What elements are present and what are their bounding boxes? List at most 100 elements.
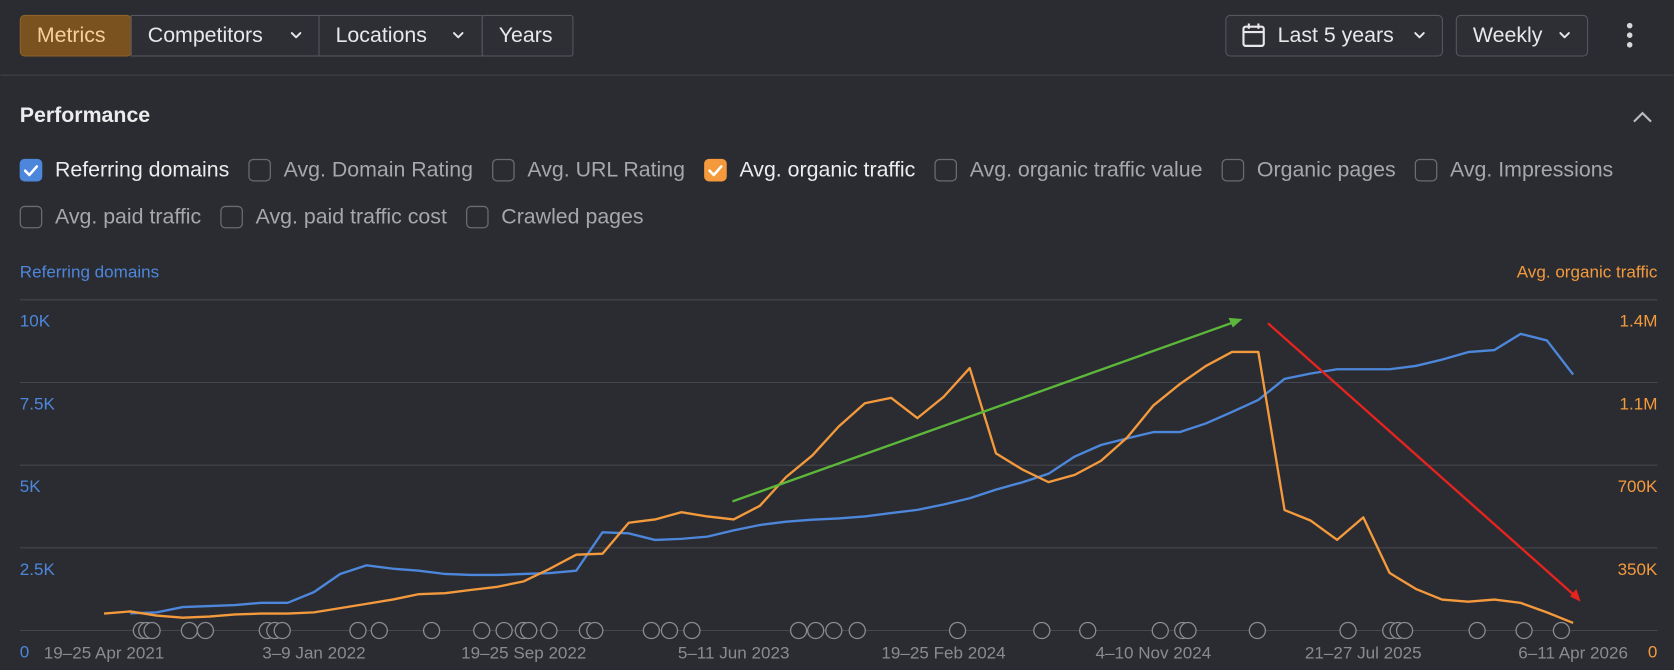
- metric-checkboxes: Referring domains Avg. Domain Rating Avg. …: [19, 157, 1613, 229]
- tab-locations[interactable]: [318, 14, 483, 57]
- metric-label: Referring domains: [55, 157, 229, 181]
- tab-label: Metrics: [37, 23, 106, 47]
- collapse-caret[interactable]: [1633, 111, 1652, 123]
- event-marker: [1339, 621, 1357, 640]
- event-marker: [586, 621, 604, 640]
- chart: Referring domains Avg. organic traffic 0 2.…: [20, 263, 1658, 663]
- date-range-button[interactable]: [1225, 14, 1443, 57]
- event-marker: [825, 621, 843, 640]
- toolbar: Metrics Competitors Locations Years Last…: [0, 14, 1674, 76]
- event-marker: [1395, 621, 1414, 640]
- x-tick-label: 19–25 Apr 2021: [44, 644, 164, 663]
- metric-label: Crawled pages: [501, 204, 643, 228]
- y-tick-label: 5K: [20, 477, 41, 496]
- x-tick-label: 6–11 Apr 2026: [1518, 644, 1628, 663]
- metric-label: Avg. organic traffic value: [970, 157, 1203, 181]
- arrow-head: [1228, 317, 1243, 328]
- event-marker: [1248, 621, 1266, 640]
- checkbox[interactable]: [220, 205, 243, 229]
- more-menu[interactable]: [1626, 22, 1633, 48]
- x-tick-label: 19–25 Feb 2024: [881, 644, 1005, 663]
- event-marker: [1468, 621, 1486, 640]
- event-marker: [1033, 621, 1051, 640]
- y2-tick-label: 350K: [1618, 560, 1658, 579]
- event-marker: [273, 621, 291, 640]
- tab-label: Locations: [336, 23, 427, 47]
- metric-label: Avg. Domain Rating: [284, 157, 473, 181]
- event-marker: [1179, 621, 1197, 640]
- tab-years[interactable]: [481, 14, 574, 57]
- y2-tick-label: 1.1M: [1619, 394, 1657, 413]
- y2-tick-label: 1.4M: [1619, 312, 1657, 331]
- event-marker: [495, 621, 513, 640]
- tab-label: Competitors: [148, 23, 263, 47]
- event-marker: [540, 621, 558, 640]
- series-line: [103, 350, 1574, 625]
- calendar-icon: [1242, 23, 1265, 47]
- x-tick-label: 19–25 Sep 2022: [461, 644, 586, 663]
- x-tick-label: 21–27 Jul 2025: [1305, 644, 1422, 663]
- metric-label: Avg. organic traffic: [739, 157, 915, 181]
- series-line: [130, 332, 1575, 615]
- chevron: [290, 32, 302, 39]
- interval-button[interactable]: [1455, 14, 1589, 57]
- tab-competitors[interactable]: [130, 14, 320, 57]
- checkmark: [23, 165, 39, 177]
- event-marker: [948, 621, 967, 640]
- event-marker: [848, 621, 866, 640]
- checkbox[interactable]: [19, 205, 43, 229]
- y2-tick-label: 0: [1648, 642, 1657, 661]
- checkbox[interactable]: [466, 205, 489, 229]
- metric-label: Avg. URL Rating: [527, 157, 685, 181]
- y-tick-label: 0: [20, 642, 29, 661]
- checkbox[interactable]: [1414, 158, 1438, 182]
- checkbox[interactable]: [1221, 158, 1245, 182]
- section-title: Performance: [20, 103, 151, 127]
- checkmark: [708, 165, 723, 177]
- checkbox[interactable]: [248, 158, 271, 182]
- metric-label: Avg. paid traffic: [55, 204, 202, 228]
- y2-tick-label: 700K: [1618, 477, 1658, 496]
- y-tick-label: 2.5K: [20, 560, 56, 579]
- event-marker: [1151, 621, 1169, 640]
- x-tick-label: 3–9 Jan 2022: [262, 644, 365, 663]
- event-marker: [180, 621, 199, 640]
- event-marker: [660, 621, 679, 640]
- chevron: [1559, 32, 1570, 39]
- event-marker: [1552, 621, 1571, 640]
- event-marker: [1515, 621, 1533, 640]
- event-marker: [473, 621, 491, 640]
- chevron: [1414, 32, 1425, 39]
- event-marker: [807, 621, 825, 640]
- date-range-label: Last 5 years: [1278, 23, 1394, 47]
- down-arrow: [1267, 322, 1574, 596]
- metric-label: Avg. paid traffic cost: [256, 204, 447, 228]
- y2-axis-title: Avg. organic traffic: [1517, 263, 1658, 282]
- event-marker: [789, 621, 808, 640]
- event-marker: [683, 621, 701, 640]
- checkbox[interactable]: [934, 158, 958, 182]
- x-tick-label: 4–10 Nov 2024: [1096, 644, 1212, 663]
- arrow-head: [1569, 588, 1581, 602]
- metric-label: Avg. Impressions: [1450, 157, 1613, 181]
- checkbox[interactable]: [704, 158, 727, 182]
- event-marker: [196, 621, 215, 640]
- up-arrow: [732, 321, 1235, 503]
- metric-label: Organic pages: [1257, 157, 1396, 181]
- event-marker: [143, 621, 161, 640]
- interval-label: Weekly: [1473, 23, 1543, 47]
- y-tick-label: 7.5K: [20, 394, 56, 413]
- checkbox[interactable]: [492, 158, 515, 182]
- y-tick-label: 10K: [20, 312, 51, 331]
- y-axis-title: Referring domains: [20, 263, 159, 282]
- checkbox[interactable]: [19, 158, 43, 182]
- tab-label: Years: [499, 23, 553, 47]
- event-marker: [349, 621, 367, 640]
- chevron: [453, 32, 464, 39]
- event-marker: [422, 621, 441, 640]
- event-marker: [642, 621, 661, 640]
- event-marker: [520, 621, 538, 640]
